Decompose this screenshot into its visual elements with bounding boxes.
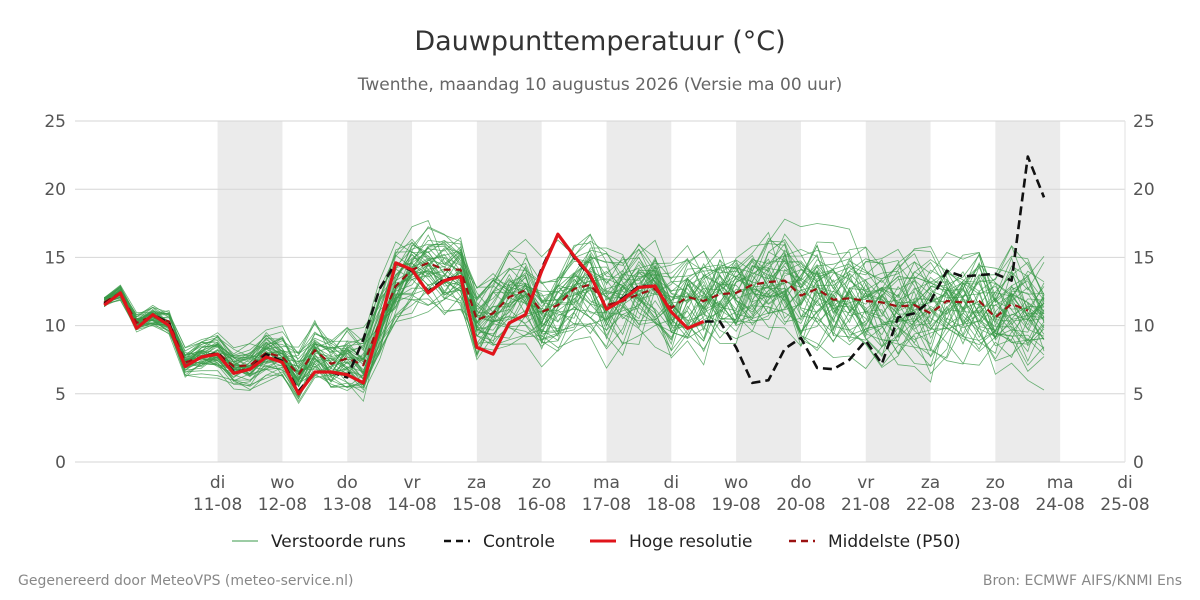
x-tick-date-2: 13-08 [323,495,372,515]
legend-label-3: Middelste (P50) [828,532,961,552]
y-tick-left-15: 15 [44,248,66,268]
ensemble-run-47 [104,263,1045,398]
x-tick-date-7: 18-08 [647,495,696,515]
x-tick-date-0: 11-08 [193,495,242,515]
x-tick-day-10: vr [857,473,874,493]
chart-title: Dauwpunttemperatuur (°C) [414,26,785,57]
main-series [103,155,1046,396]
chart-subtitle: Twenthe, maandag 10 augustus 2026 (Versi… [357,75,842,95]
y-axis-ticks: 0 0 5 5 10 10 15 15 20 20 25 25 [44,112,1154,473]
x-tick-date-10: 21-08 [841,495,890,515]
y-tick-right-0: 0 [1133,453,1144,473]
footer-source: Bron: ECMWF AIFS/KNMI Ens [983,573,1182,589]
y-tick-right-5: 5 [1133,385,1144,405]
ensemble-run-35 [104,260,1045,405]
y-tick-right-15: 15 [1133,248,1155,268]
x-tick-day-3: vr [404,473,421,493]
footer-generator: Gegenereerd door MeteoVPS (meteo-service… [18,573,353,589]
ensemble-run-30 [103,219,1045,369]
x-tick-date-12: 23-08 [971,495,1020,515]
x-tick-date-4: 15-08 [452,495,501,515]
x-axis-ticks: di11-08wo12-08do13-08vr14-08za15-08zo16-… [193,473,1150,515]
x-tick-date-14: 25-08 [1100,495,1149,515]
ensemble-run-29 [103,245,1045,382]
x-tick-day-14: di [1117,473,1133,493]
x-tick-day-12: zo [986,473,1005,493]
ensemble-run-37 [104,258,1045,398]
x-tick-day-1: wo [270,473,294,493]
ensemble-run-21 [104,242,1045,388]
y-tick-right-20: 20 [1133,180,1155,200]
y-tick-right-10: 10 [1133,317,1155,337]
legend-label-1: Controle [483,532,555,552]
ensemble-run-42 [104,258,1045,387]
ensemble-run-46 [103,248,1045,383]
x-tick-day-7: di [664,473,680,493]
ensemble-run-49 [104,240,1045,387]
legend-label-2: Hoge resolutie [629,532,753,552]
ensemble-run-39 [104,218,1045,370]
y-tick-left-10: 10 [44,317,66,337]
ensemble-run-45 [104,233,1045,374]
y-tick-right-25: 25 [1133,112,1155,132]
y-tick-left-5: 5 [55,385,66,405]
x-tick-day-13: ma [1047,473,1074,493]
ensemble-run-10 [103,239,1045,400]
x-tick-day-4: za [467,473,486,493]
day-band-4 [736,121,801,462]
x-tick-day-8: wo [724,473,748,493]
series-middelste-p50 [103,261,1029,376]
x-tick-date-5: 16-08 [517,495,566,515]
x-tick-day-6: ma [593,473,620,493]
y-tick-left-25: 25 [44,112,66,132]
x-tick-date-8: 19-08 [711,495,760,515]
x-tick-day-11: za [921,473,940,493]
y-tick-left-20: 20 [44,180,66,200]
x-tick-day-5: zo [532,473,551,493]
x-tick-date-6: 17-08 [582,495,631,515]
legend: Verstoorde runs Controle Hoge resolutie Mid… [232,532,961,552]
gridlines [75,120,1126,463]
day-band-6 [995,121,1061,462]
x-tick-date-3: 14-08 [387,495,436,515]
day-band-0 [217,121,283,462]
x-tick-day-0: di [210,473,226,493]
x-tick-date-13: 24-08 [1035,495,1084,515]
ensemble-run-24 [104,275,1045,388]
y-tick-left-0: 0 [55,453,66,473]
x-tick-day-9: do [790,473,811,493]
x-tick-date-1: 12-08 [258,495,307,515]
x-tick-date-11: 22-08 [906,495,955,515]
x-tick-day-2: do [337,473,358,493]
series-hoge-resolutie [103,232,705,396]
legend-label-0: Verstoorde runs [271,532,406,552]
x-tick-date-9: 20-08 [776,495,825,515]
